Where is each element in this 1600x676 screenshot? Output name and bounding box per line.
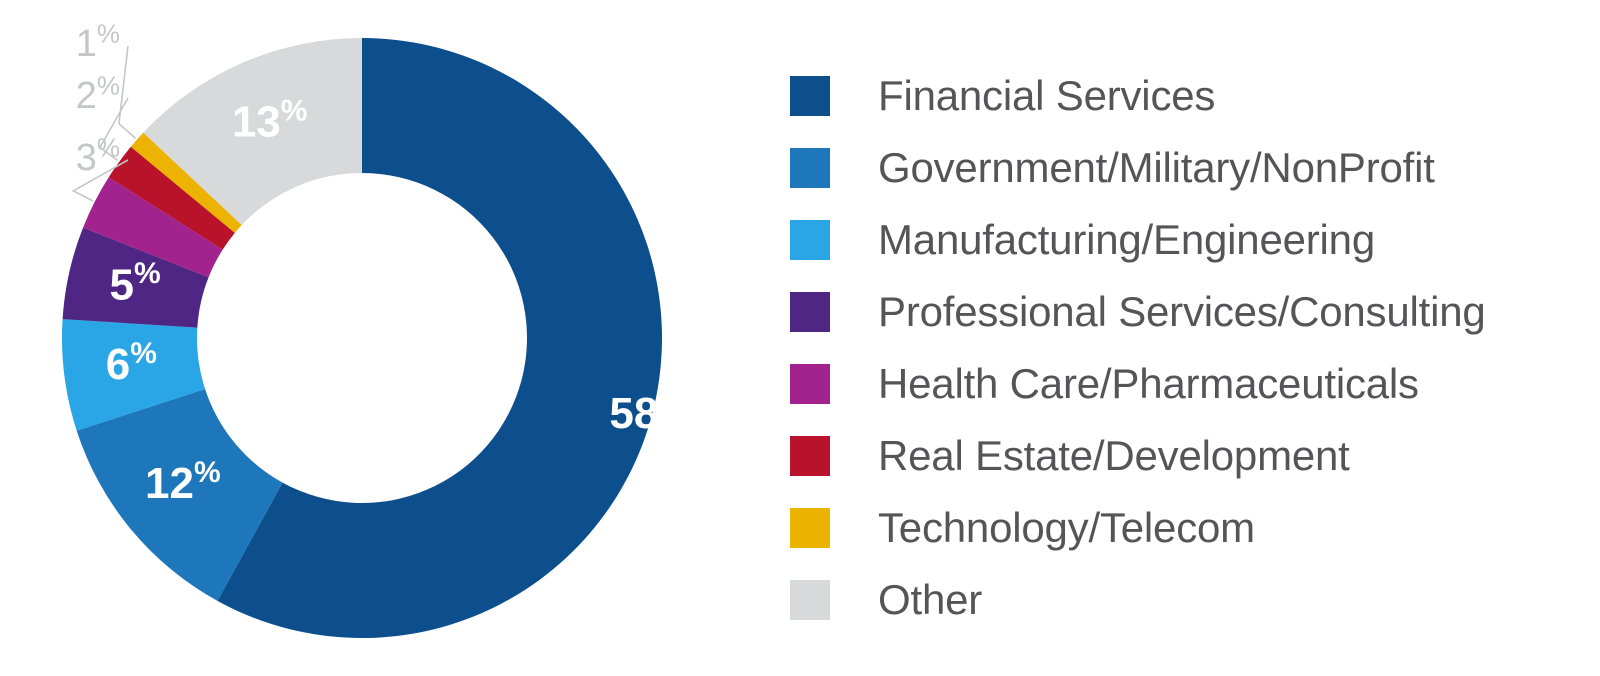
legend-label: Financial Services: [878, 72, 1215, 120]
legend-item: Real Estate/Development: [790, 420, 1486, 492]
legend-item: Technology/Telecom: [790, 492, 1486, 564]
legend-swatch: [790, 436, 830, 476]
legend-swatch: [790, 220, 830, 260]
svg-text:1%: 1%: [76, 18, 120, 65]
legend-swatch: [790, 580, 830, 620]
donut-chart: 58%12%6%5%13%3%2%1%: [0, 0, 760, 676]
svg-text:2%: 2%: [76, 70, 120, 117]
legend-item: Other: [790, 564, 1486, 636]
legend-label: Manufacturing/Engineering: [878, 216, 1375, 264]
legend-item: Professional Services/Consulting: [790, 276, 1486, 348]
legend-swatch: [790, 364, 830, 404]
legend-swatch: [790, 148, 830, 188]
chart-stage: 58%12%6%5%13%3%2%1% Financial ServicesGo…: [0, 0, 1600, 676]
legend-item: Government/Military/NonProfit: [790, 132, 1486, 204]
legend-item: Financial Services: [790, 60, 1486, 132]
legend: Financial Services Government/Military/No…: [790, 60, 1486, 636]
legend-label: Government/Military/NonProfit: [878, 144, 1435, 192]
leader-line: [119, 46, 136, 138]
svg-text:58%: 58%: [609, 385, 685, 437]
legend-label: Technology/Telecom: [878, 504, 1255, 552]
legend-item: Health Care/Pharmaceuticals: [790, 348, 1486, 420]
legend-label: Professional Services/Consulting: [878, 288, 1486, 336]
legend-label: Health Care/Pharmaceuticals: [878, 360, 1419, 408]
legend-swatch: [790, 508, 830, 548]
legend-item: Manufacturing/Engineering: [790, 204, 1486, 276]
legend-swatch: [790, 292, 830, 332]
legend-label: Other: [878, 576, 982, 624]
legend-swatch: [790, 76, 830, 116]
legend-label: Real Estate/Development: [878, 432, 1350, 480]
